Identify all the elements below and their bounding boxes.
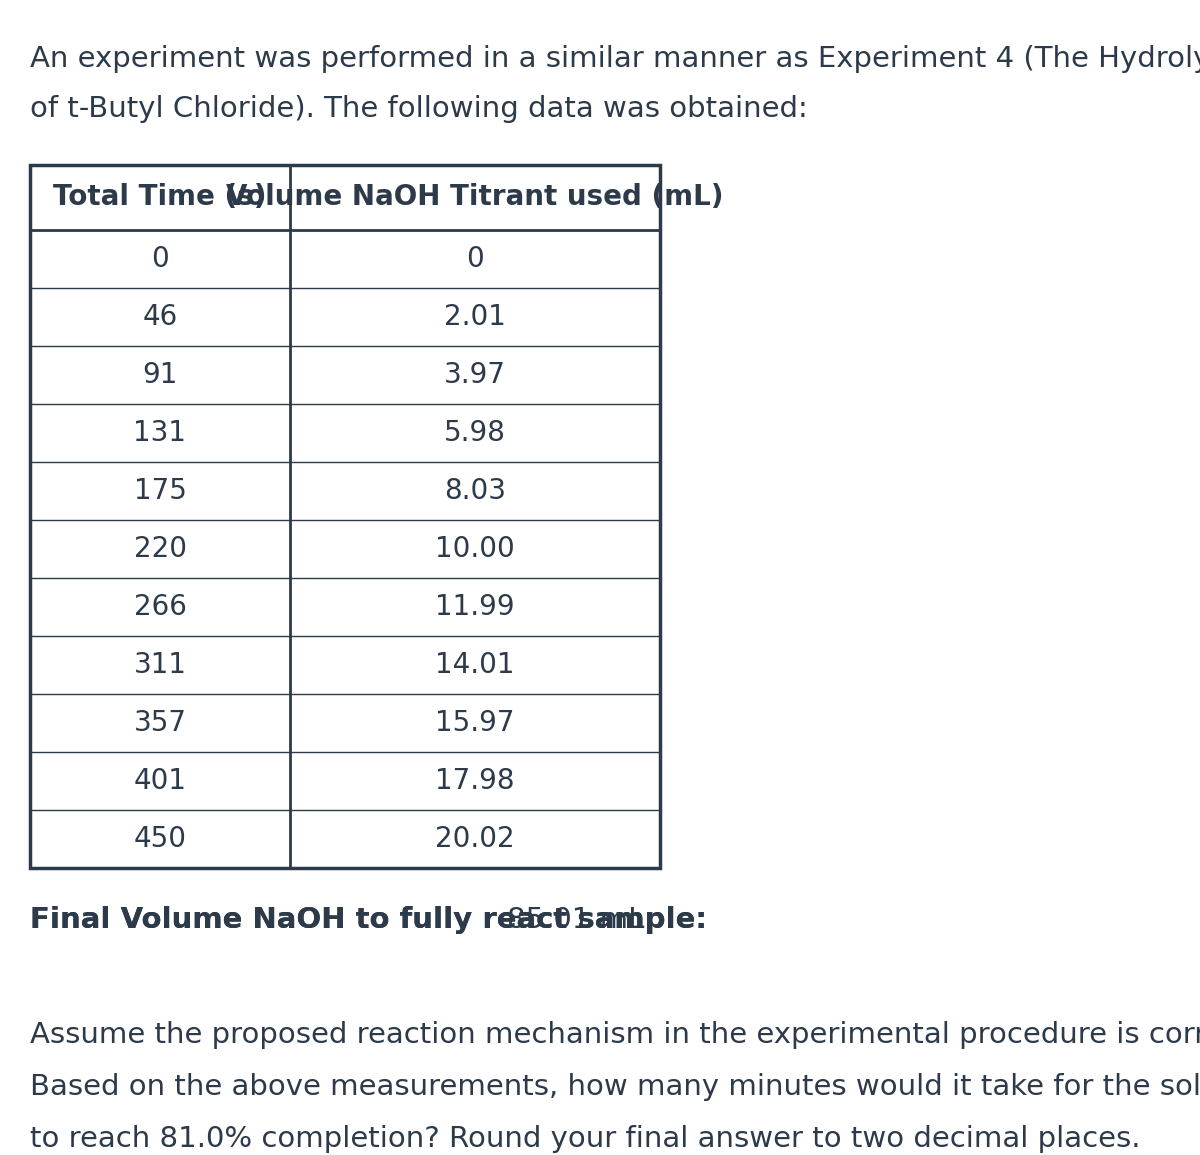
Text: Final Volume NaOH to fully react sample:: Final Volume NaOH to fully react sample: — [30, 906, 707, 934]
Text: 10.00: 10.00 — [436, 535, 515, 562]
Text: 266: 266 — [133, 593, 186, 621]
Text: 15.97: 15.97 — [436, 709, 515, 737]
Text: Volume NaOH Titrant used (mL): Volume NaOH Titrant used (mL) — [227, 184, 724, 211]
Text: 46: 46 — [143, 303, 178, 331]
Text: 0: 0 — [466, 245, 484, 273]
Text: 131: 131 — [133, 419, 186, 447]
Text: Assume the proposed reaction mechanism in the experimental procedure is correct.: Assume the proposed reaction mechanism i… — [30, 1021, 1200, 1049]
Text: Based on the above measurements, how many minutes would it take for the solution: Based on the above measurements, how man… — [30, 1073, 1200, 1101]
Text: An experiment was performed in a similar manner as Experiment 4 (The Hydrolysis: An experiment was performed in a similar… — [30, 45, 1200, 73]
Text: 20.02: 20.02 — [436, 825, 515, 854]
Text: 14.01: 14.01 — [436, 651, 515, 679]
Text: 401: 401 — [133, 767, 186, 795]
Text: 8.03: 8.03 — [444, 477, 506, 505]
Text: Total Time (s): Total Time (s) — [53, 184, 266, 211]
Text: 357: 357 — [133, 709, 186, 737]
Text: 17.98: 17.98 — [436, 767, 515, 795]
Text: Final Volume NaOH to fully react sample:: Final Volume NaOH to fully react sample: — [30, 906, 707, 934]
Text: 175: 175 — [133, 477, 186, 505]
Text: to reach 81.0% completion? Round your final answer to two decimal places.: to reach 81.0% completion? Round your fi… — [30, 1125, 1140, 1153]
Bar — [30, 165, 660, 869]
Text: 91: 91 — [143, 362, 178, 389]
Text: 3.97: 3.97 — [444, 362, 506, 389]
Text: 0: 0 — [151, 245, 169, 273]
Text: 2.01: 2.01 — [444, 303, 506, 331]
Text: Final Volume NaOH to fully react sample: 85.01 mL: Final Volume NaOH to fully react sample:… — [30, 906, 774, 934]
Text: 85.01 mL: 85.01 mL — [508, 906, 644, 934]
Text: of t-Butyl Chloride). The following data was obtained:: of t-Butyl Chloride). The following data… — [30, 95, 808, 122]
Text: 5.98: 5.98 — [444, 419, 506, 447]
Text: 11.99: 11.99 — [436, 593, 515, 621]
Text: 220: 220 — [133, 535, 186, 562]
Text: 450: 450 — [133, 825, 186, 854]
Text: 311: 311 — [133, 651, 186, 679]
